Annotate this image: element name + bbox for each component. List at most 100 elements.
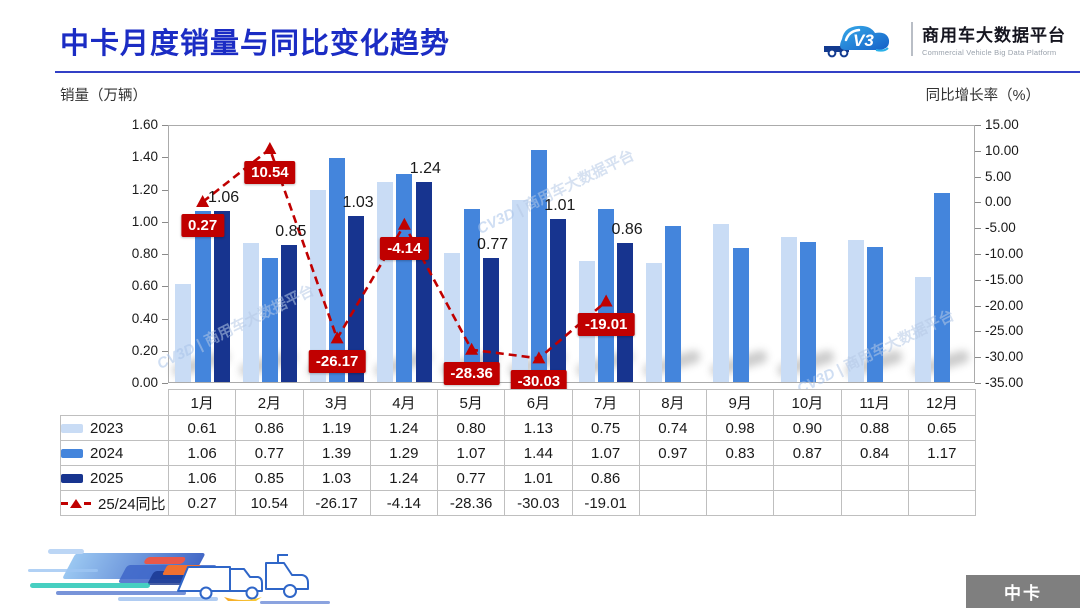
axis-tick-mark [162,383,168,384]
table-value-cell: 0.98 [705,415,775,441]
bar-2024-2月 [261,257,278,382]
table-value-cell: 0.77 [235,440,304,466]
month-header-cell: 11月 [840,389,909,416]
bar-2025-3月 [348,215,365,382]
left-axis-tick-label: 0.40 [131,310,158,326]
table-value-cell: 0.84 [840,440,909,466]
bar-2025-6月 [550,219,567,382]
bar-2023-5月 [444,253,461,382]
yoy-value-callout: -26.17 [308,350,366,374]
month-header-cell: 12月 [907,389,977,416]
table-value-cell: 1.24 [369,415,439,441]
legend-swatch-icon [61,473,83,483]
axis-tick-mark [975,305,981,307]
table-value-cell: 0.74 [638,415,708,441]
svg-text:V3: V3 [853,31,874,50]
table-value-cell: 0.97 [638,440,708,466]
month-header-cell: 2月 [235,389,304,416]
right-axis-tick-label: -25.00 [985,323,1024,339]
legend-cell-2024: 2024 [60,440,169,466]
bar-2023-4月 [377,182,394,382]
legend-cell-25/24同比: 25/24同比 [60,490,169,516]
table-value-cell [705,490,775,516]
bar-2024-10月 [799,241,816,382]
left-axis-tick-label: 0.20 [131,342,158,358]
bar-2024-11月 [867,246,884,382]
bar-2023-12月 [915,277,932,382]
category-tab-zhongka[interactable]: 中卡 [966,575,1080,608]
bar-2024-9月 [732,248,749,382]
month-header-cell: 5月 [436,389,506,416]
yoy-triangle-marker [532,351,546,364]
table-row: 2024 1.06 0.77 1.39 1.29 1.07 1.44 1.07 0.97 0.83… [60,440,977,466]
table-corner-cell [60,389,169,416]
value-label-2025: 0.85 [275,222,307,240]
right-axis-tick-label: 10.00 [985,142,1019,158]
month-header-cell: 1月 [167,389,237,416]
left-axis-tick-label: 0.60 [131,278,158,294]
left-axis-tick-label: 1.20 [131,181,158,197]
table-value-cell [907,490,977,516]
table-value-cell [840,490,909,516]
month-header-cell: 4月 [369,389,439,416]
yoy-line-chart [196,142,613,364]
axis-tick-mark [162,350,168,352]
table-value-cell: 0.86 [235,415,304,441]
table-value-cell: 0.80 [436,415,506,441]
table-value-cell: -28.36 [436,490,506,516]
yoy-value-callout: -4.14 [380,236,429,260]
axis-tick-mark [975,150,981,152]
speeding-trucks-graphic [28,549,330,604]
axis-tick-mark [162,125,168,126]
table-value-cell: 1.24 [369,465,439,491]
table-value-cell: -19.01 [571,490,640,516]
bar-2025-4月 [415,182,432,382]
data-table: 1月 2月 3月 4月 5月 6月 7月 8月 9月 10月 11月 12月 2023 0.61 0.86 1… [60,389,977,516]
value-label-2025: 1.01 [544,197,576,215]
month-header-cell: 3月 [302,389,371,416]
legend-label: 2023 [90,419,124,437]
axis-tick-mark [975,202,981,204]
table-value-cell: 1.07 [436,440,506,466]
left-axis-tick-label: 1.00 [131,213,158,229]
axis-tick-mark [162,221,168,223]
axis-tick-mark [975,176,981,178]
axis-tick-mark [975,331,981,333]
bar-2023-9月 [713,223,730,382]
yoy-value-callout: -28.36 [443,361,500,385]
right-axis-tick-label: -30.00 [985,349,1024,365]
table-value-cell: 1.17 [907,440,977,466]
axis-tick-mark [162,286,168,288]
right-axis-tick-label: -20.00 [985,297,1024,313]
table-row: 2025 1.06 0.85 1.03 1.24 0.77 1.01 0.86 [60,465,977,491]
table-value-cell [773,465,842,491]
table-value-cell: 0.83 [705,440,775,466]
table-value-cell: 0.90 [773,415,842,441]
yoy-triangle-marker [330,331,344,344]
table-value-cell: 1.06 [167,440,237,466]
value-label-2025: 1.24 [409,160,441,178]
right-axis-tick-label: 0.00 [985,194,1012,210]
right-axis-tick-label: 15.00 [985,117,1019,132]
yoy-value-callout: -19.01 [577,313,635,337]
right-axis-title: 同比增长率（%） [925,88,1040,104]
brand-block: V3 商用车大数据平台 Commercial Vehicle Big Data … [820,16,1066,62]
chart-plot-area: CV3D | 商用车大数据平台 CV3D | 商用车大数据平台 CV3D | 商用车… [154,125,975,398]
yoy-value-callout: -30.03 [510,370,568,393]
left-axis-tick-label: 0.80 [131,246,158,261]
bar-2024-1月 [194,211,211,382]
legend-label: 2025 [90,469,124,487]
value-label-2025: 1.03 [342,193,374,211]
yoy-value-callout: 0.27 [181,214,225,237]
value-label-2025: 0.86 [611,221,643,239]
month-header-cell: 6月 [504,389,573,416]
left-axis-tick-label: 0.00 [131,375,158,390]
axis-tick-mark [162,254,168,255]
left-axis-tick-label: 1.60 [131,117,158,132]
axis-tick-mark [975,279,981,281]
right-axis-tick-label: 5.00 [985,168,1012,184]
table-value-cell [705,465,775,491]
bar-2023-3月 [309,190,326,382]
table-value-cell: 0.65 [907,415,977,441]
